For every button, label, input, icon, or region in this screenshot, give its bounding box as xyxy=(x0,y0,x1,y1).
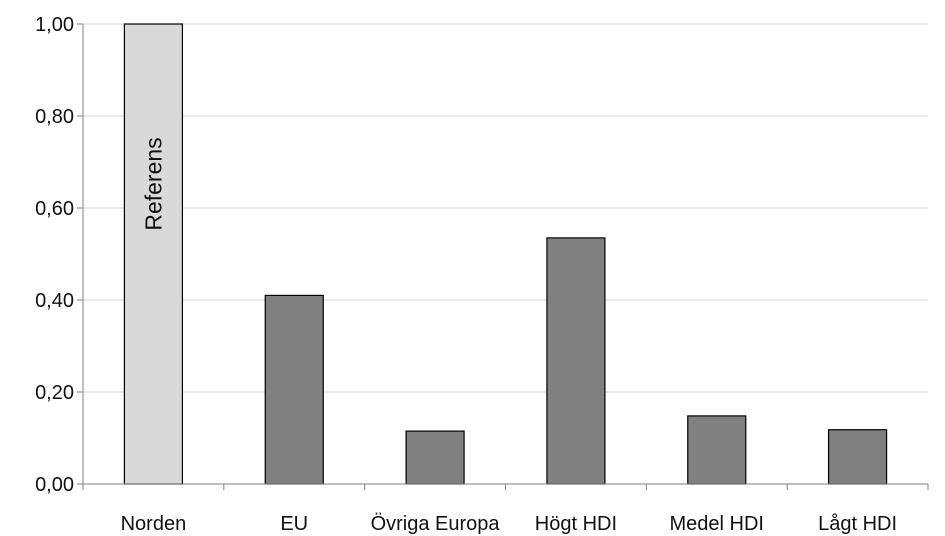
axes xyxy=(77,23,929,490)
x-category-label: Lågt HDI xyxy=(818,513,897,535)
y-tick-label: 1,00 xyxy=(35,14,74,36)
reference-annotation: Referens xyxy=(140,137,166,230)
x-category-label: Medel HDI xyxy=(670,513,764,535)
bar-eu xyxy=(264,294,324,485)
bars xyxy=(123,23,888,485)
bar-medel-hdi xyxy=(687,415,747,485)
y-tick-label: 0,80 xyxy=(35,106,74,128)
x-category-label: Övriga Europa xyxy=(371,513,501,535)
bar-högt-hdi xyxy=(546,237,606,485)
y-tick-label: 0,40 xyxy=(35,290,74,312)
y-tick-label: 0,60 xyxy=(35,198,74,220)
gridlines xyxy=(83,23,928,393)
x-category-label: Norden xyxy=(121,513,187,535)
labels: 0,00 0,20 0,40 0,60 0,80 1,00 Norden Referens EU… xyxy=(35,14,897,535)
bar-lågt-hdi xyxy=(827,429,888,485)
x-category-label: Högt HDI xyxy=(535,513,617,535)
bar-övriga-europa xyxy=(405,430,465,485)
bar-norden xyxy=(123,23,184,485)
y-tick-label: 0,00 xyxy=(35,474,74,496)
y-tick-label: 0,20 xyxy=(35,382,74,404)
x-category-label: EU xyxy=(280,513,308,535)
